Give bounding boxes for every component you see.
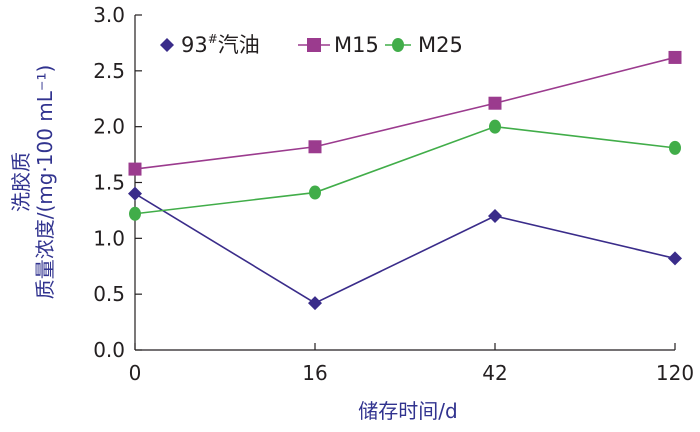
series-layer	[128, 50, 682, 311]
y-ticks: 0.0 0.5 1.0 1.5 2.0 2.5 3.0	[93, 3, 142, 362]
x-ticks: 0 16 42 120	[129, 343, 694, 385]
y-axis-title: 洗胶质 质量浓度/(mg·100 mL⁻¹)	[9, 65, 57, 300]
data-point-square	[488, 96, 502, 110]
data-point-diamond	[128, 186, 142, 201]
y-axis-title-line2: 质量浓度/(mg·100 mL⁻¹)	[33, 65, 57, 300]
legend-label-m15: M15	[334, 33, 379, 57]
series-line-diamond	[134, 192, 676, 305]
legend-diamond-marker	[160, 38, 174, 52]
data-point-circle	[309, 185, 321, 200]
x-tick-label: 120	[656, 361, 694, 385]
y-axis-title-line1: 洗胶质	[9, 152, 33, 212]
y-tick-label: 1.0	[93, 226, 125, 250]
data-point-diamond	[668, 251, 682, 266]
data-point-square	[128, 162, 142, 176]
y-tick-label: 2.0	[93, 115, 125, 139]
y-tick-label: 1.5	[93, 171, 125, 195]
series-line-square	[134, 56, 676, 170]
data-point-circle	[129, 206, 141, 221]
y-tick-label: 0.0	[93, 338, 125, 362]
x-tick-label: 42	[482, 361, 507, 385]
legend: 93#汽油 M15 M25	[160, 32, 463, 57]
data-point-diamond	[488, 209, 502, 223]
data-point-diamond	[308, 296, 322, 311]
y-tick-label: 0.5	[93, 282, 125, 306]
legend-item-m15: M15	[298, 33, 379, 57]
data-point-square	[668, 50, 682, 64]
legend-circle-marker	[392, 38, 404, 52]
legend-square-marker	[307, 38, 321, 52]
x-tick-label: 16	[302, 361, 327, 385]
data-point-square	[308, 140, 322, 154]
y-tick-label: 2.5	[93, 59, 125, 83]
data-point-circle	[669, 140, 681, 155]
series-line-circle	[134, 125, 676, 215]
legend-label-m25: M25	[418, 33, 463, 57]
legend-label-93-gasoline: 93#汽油	[181, 32, 260, 57]
x-axis-title: 储存时间/d	[358, 399, 457, 423]
legend-item-93-gasoline: 93#汽油	[160, 32, 260, 57]
data-point-circle	[489, 119, 501, 134]
y-tick-label: 3.0	[93, 3, 125, 27]
x-tick-label: 0	[129, 361, 142, 385]
legend-item-m25: M25	[385, 33, 463, 57]
